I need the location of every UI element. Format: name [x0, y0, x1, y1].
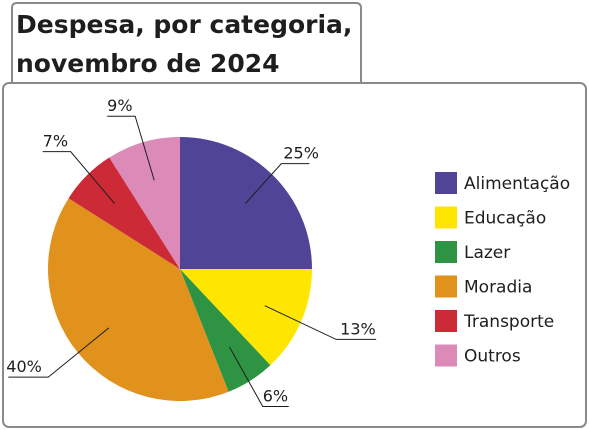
pie-data-labels: 25% 13% 6% 40% 7% 9% [6, 96, 375, 405]
data-label: 13% [340, 319, 376, 338]
legend-swatch [435, 206, 457, 229]
leader-line [244, 163, 310, 204]
leader-line [229, 346, 289, 407]
data-label: 7% [43, 132, 68, 151]
chart-title-line-2: novembro de 2024 [16, 49, 280, 78]
legend-label: Transporte [463, 312, 554, 332]
legend-swatch [435, 172, 457, 194]
legend: Alimentação Educação Lazer Moradia Transport… [435, 172, 570, 367]
pie-slice-lazer [180, 269, 271, 392]
data-label: 6% [263, 386, 288, 405]
pie-slice-moradia [47, 198, 229, 402]
chart-title: Despesa, por categoria, novembro de 2024 [16, 10, 352, 78]
pie-leader-lines [8, 115, 377, 407]
leader-line [8, 327, 110, 378]
data-label: 25% [283, 144, 319, 163]
pie-slice-educacao [180, 269, 312, 366]
chart-title-line-1: Despesa, por categoria, [16, 10, 352, 39]
leader-line [264, 305, 377, 340]
data-label: 40% [6, 357, 42, 376]
legend-label: Educação [464, 209, 546, 229]
pie-slice-outros [109, 137, 180, 269]
legend-swatch [435, 310, 457, 332]
leader-line [107, 115, 155, 181]
pie-slices [47, 137, 312, 402]
legend-swatch [435, 241, 457, 263]
legend-swatch [435, 275, 457, 298]
data-label: 9% [107, 96, 132, 115]
pie-slice-transporte [68, 157, 180, 269]
legend-label: Outros [464, 347, 521, 367]
legend-label: Lazer [464, 243, 510, 263]
legend-swatch [435, 344, 457, 367]
legend-label: Alimentação [464, 174, 570, 194]
leader-line [42, 151, 116, 204]
legend-label: Moradia [464, 278, 532, 298]
